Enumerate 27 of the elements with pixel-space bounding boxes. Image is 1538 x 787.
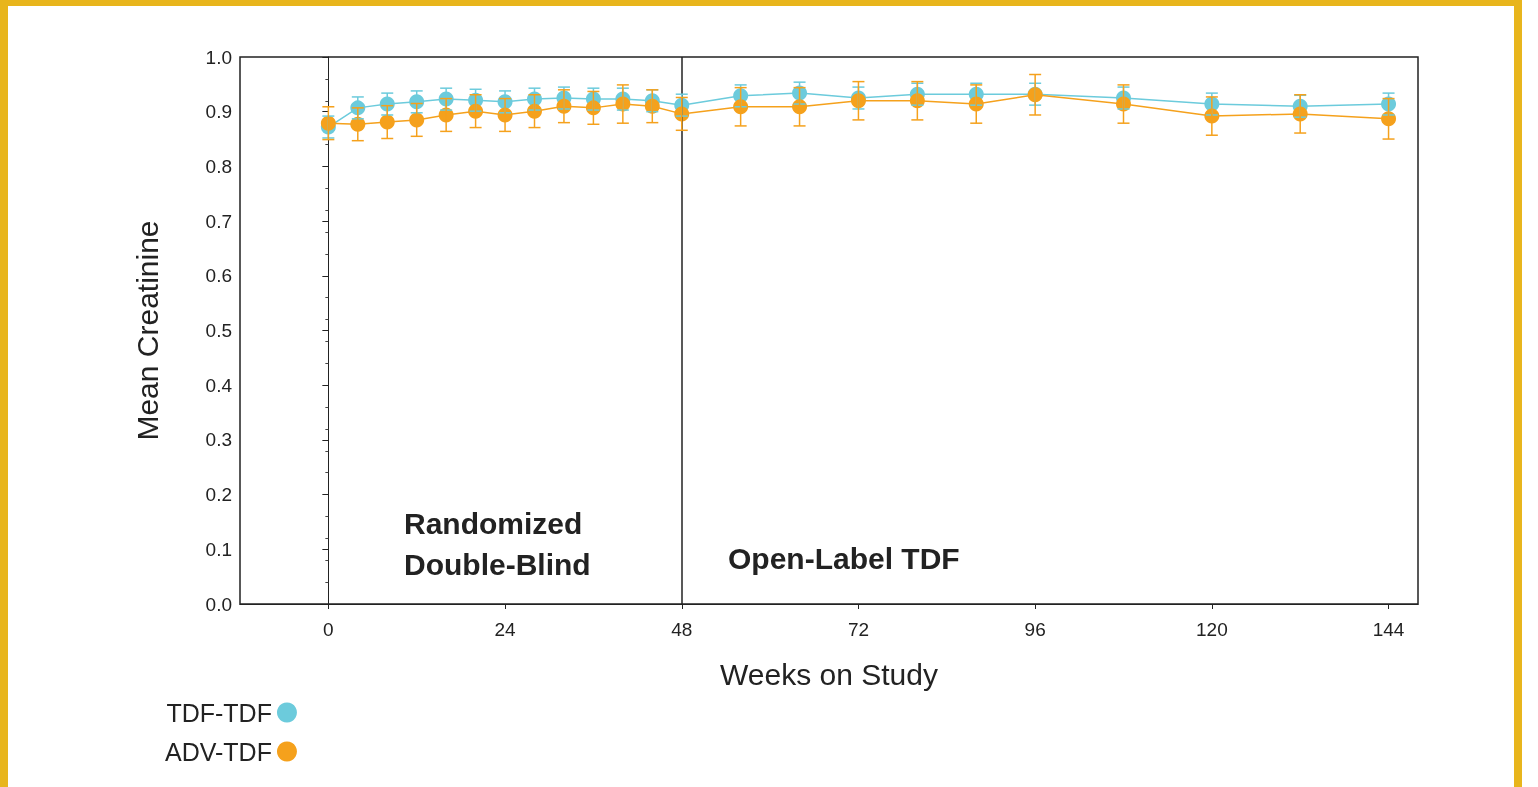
y-tick-label: 0.6 <box>205 265 232 287</box>
point <box>320 115 336 131</box>
x-tick-label: 72 <box>847 619 870 640</box>
point <box>409 112 425 128</box>
x-tick-label: 120 <box>1196 619 1228 640</box>
y-tick-label: 0.9 <box>205 101 232 123</box>
y-tick-label: 0.7 <box>205 210 232 232</box>
y-tick-label: 1.0 <box>205 46 232 68</box>
x-tick-label: 0 <box>323 619 334 640</box>
x-axis-title: Weeks on Study <box>720 657 938 691</box>
y-tick-label: 0.0 <box>205 593 232 615</box>
y-tick-label: 0.3 <box>205 429 232 451</box>
annotation: Randomized Double-Blind <box>404 507 591 581</box>
x-tick-label: 48 <box>671 619 693 640</box>
annotation: Open-Label TDF <box>728 542 960 575</box>
x-tick-label: 96 <box>1024 619 1046 640</box>
y-tick-label: 0.8 <box>205 155 232 177</box>
point <box>379 114 395 130</box>
y-tick-label: 0.4 <box>205 374 233 396</box>
y-axis-title: Mean Creatinine <box>130 220 164 441</box>
x-tick-label: 144 <box>1372 619 1405 640</box>
x-tick-label: 24 <box>494 619 517 640</box>
y-tick-label: 0.2 <box>205 484 232 506</box>
y-tick-label: 0.5 <box>205 320 232 341</box>
legend-label: ADV-TDF <box>164 737 272 766</box>
legend-label: TDF-TDF <box>166 698 272 727</box>
y-tick-label: 0.1 <box>205 538 232 560</box>
